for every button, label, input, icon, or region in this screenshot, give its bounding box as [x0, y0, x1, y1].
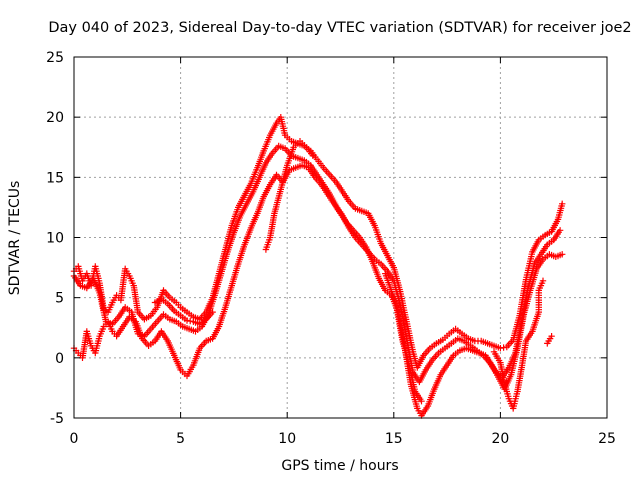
- y-tick-label: 10: [46, 231, 64, 247]
- x-tick-label: 10: [278, 431, 296, 447]
- series-track-c: [70, 162, 566, 419]
- y-tick-label: 20: [46, 110, 64, 126]
- y-tick-label: 15: [46, 170, 64, 186]
- grid-lines: [74, 57, 607, 418]
- x-axis-label: GPS time / hours: [281, 458, 398, 474]
- x-tick-label: 5: [176, 431, 185, 447]
- x-tick-label: 25: [598, 431, 616, 447]
- y-tick-label: 25: [46, 50, 64, 66]
- data-point-marker: [209, 308, 216, 316]
- data-point-marker: [559, 200, 566, 207]
- x-tick-label: 0: [70, 431, 79, 447]
- data-point-marker: [309, 152, 316, 159]
- y-tick-label: 5: [55, 291, 64, 307]
- data-point-marker: [539, 277, 547, 284]
- data-point-marker: [559, 251, 566, 258]
- x-tick-label: 20: [491, 431, 509, 447]
- data-markers: [70, 114, 566, 419]
- chart-title: Day 040 of 2023, Sidereal Day-to-day VTE…: [48, 20, 631, 36]
- data-point-marker: [548, 333, 555, 340]
- data-point-marker: [418, 398, 425, 405]
- series-track-d: [151, 138, 555, 412]
- y-axis-label: SDTVAR / TECUs: [7, 181, 23, 296]
- data-point-marker: [556, 227, 564, 234]
- y-tick-label: -5: [50, 411, 64, 427]
- y-tick-label: 0: [55, 351, 64, 367]
- x-tick-label: 15: [385, 431, 403, 447]
- axis-ticks: 0 5 10 15 20 25 -5 0 5 10 15 20 25: [46, 50, 616, 447]
- series-track-a: [70, 114, 566, 371]
